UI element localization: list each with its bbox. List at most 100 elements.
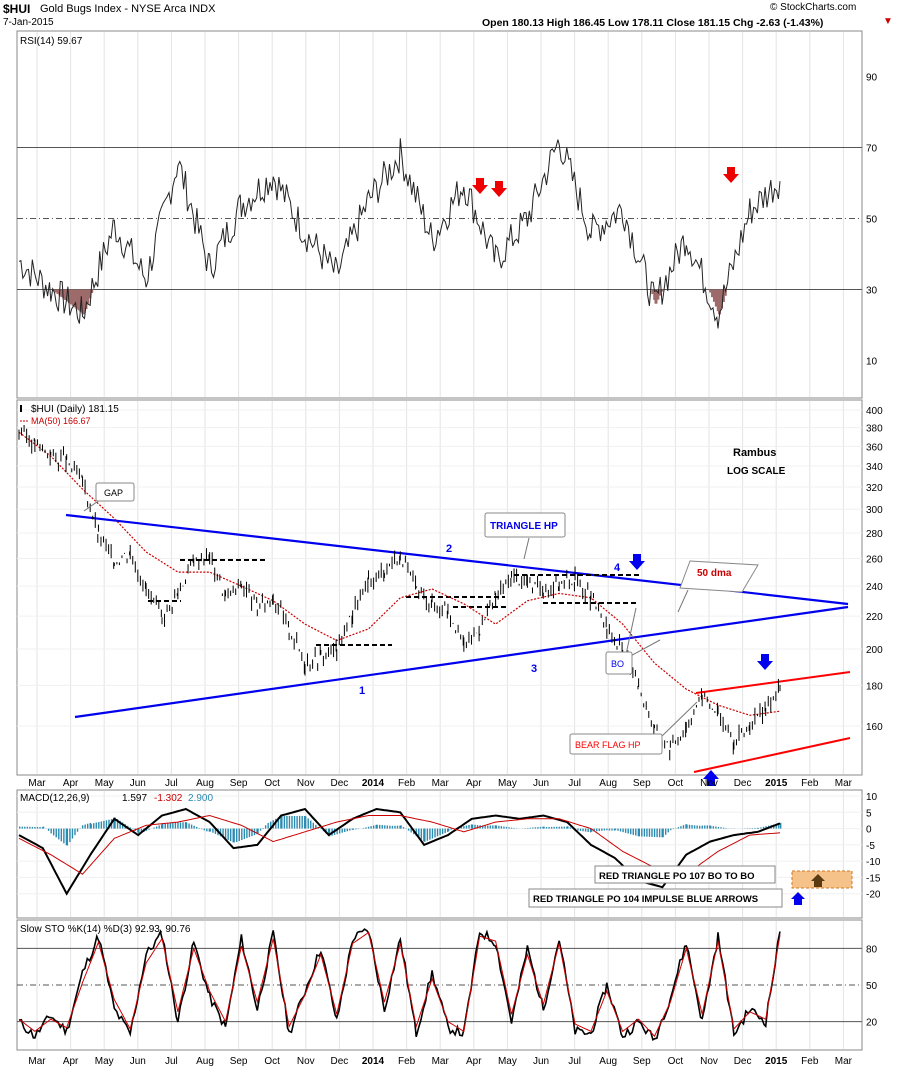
- macd-histogram-bar: [362, 828, 365, 829]
- x-axis-label: Oct: [668, 778, 684, 789]
- macd-histogram-bar: [238, 828, 240, 842]
- macd-histogram-bar: [355, 828, 357, 830]
- x-axis-label: Dec: [734, 1056, 752, 1067]
- macd-histogram-bar: [241, 828, 243, 841]
- macd-histogram-bar: [63, 828, 65, 844]
- po104-box: [528, 888, 783, 908]
- price-tick-label: 220: [866, 612, 883, 623]
- macd-histogram-bar: [722, 827, 725, 829]
- macd-histogram-bar: [484, 825, 486, 829]
- x-axis-label: Aug: [196, 778, 214, 789]
- macd-histogram-bar: [74, 828, 76, 836]
- macd-histogram-bar: [312, 822, 314, 829]
- bear-flag-lower-line: [693, 737, 851, 773]
- po104-label: RED TRIANGLE PO 104 IMPULSE BLUE ARROWS: [533, 894, 758, 905]
- macd-histogram-bar: [344, 828, 346, 833]
- x-axis-label: Feb: [801, 778, 819, 789]
- macd-histogram-bar: [637, 828, 640, 837]
- red-arrow-icon: [723, 167, 739, 183]
- macd-histogram-bar: [34, 826, 36, 829]
- x-axis-label: Mar: [432, 1056, 450, 1067]
- x-axis-label: Dec: [331, 778, 349, 789]
- rsi-oversold-fill: [660, 289, 664, 292]
- macd-histogram-bar: [381, 825, 383, 829]
- macd-histogram-bar: [214, 828, 217, 834]
- macd-histogram-bar: [543, 826, 545, 829]
- sto-tick-label: 20: [866, 1018, 878, 1029]
- price-tick-label: 360: [866, 442, 883, 453]
- macd-histogram-bar: [720, 827, 722, 829]
- macd-histogram-bar: [346, 828, 348, 832]
- macd-histogram-bar: [582, 828, 584, 832]
- triangle-lower-line: [74, 605, 849, 719]
- macd-histogram-bar: [431, 828, 434, 839]
- rsi-oversold-fill: [73, 289, 77, 308]
- macd-histogram-bar: [691, 825, 693, 829]
- macd-histogram-bar: [548, 826, 550, 829]
- rsi-oversold-fill: [75, 289, 79, 309]
- x-axis-label: May: [95, 1056, 114, 1067]
- macd-histogram-bar: [288, 815, 291, 829]
- macd-histogram-bar: [137, 828, 139, 833]
- macd-histogram-bar: [304, 816, 307, 829]
- chart-date: 7-Jan-2015: [3, 17, 54, 28]
- macd-histogram-bar: [320, 828, 322, 830]
- macd-histogram-bar: [161, 823, 164, 829]
- macd-histogram-bar: [641, 828, 643, 837]
- triangle-hp-label: TRIANGLE HP: [490, 521, 558, 532]
- red-arrow-icon: [472, 178, 488, 194]
- x-axis-label: Mar: [28, 778, 46, 789]
- macd-histogram-bar: [762, 826, 765, 829]
- macd-tick-label: -15: [866, 873, 881, 884]
- macd-histogram-bar: [418, 828, 420, 838]
- macd-histogram-bar: [55, 828, 57, 838]
- macd-histogram-bar: [372, 825, 375, 829]
- sto-title: Slow STO %K(14) %D(3) 92.93, 90.76: [20, 924, 191, 935]
- macd-histogram-bar: [584, 828, 587, 832]
- macd-histogram-bar: [296, 816, 298, 829]
- macd-histogram-bar: [447, 828, 450, 832]
- macd-histogram-bar: [558, 826, 560, 829]
- rsi-oversold-fill: [60, 289, 64, 297]
- macd-histogram-bar: [648, 828, 651, 837]
- macd-histogram-bar: [179, 822, 182, 829]
- macd-histogram-bar: [69, 828, 71, 843]
- price-tick-label: 400: [866, 406, 883, 417]
- macd-histogram-bar: [760, 827, 762, 829]
- macd-histogram-bar: [688, 824, 691, 829]
- macd-histogram-bar: [429, 828, 431, 840]
- macd-histogram-bar: [248, 828, 251, 838]
- macd-histogram-bar: [26, 826, 29, 829]
- macd-histogram-bar: [36, 826, 39, 829]
- rsi-oversold-fill: [69, 289, 73, 305]
- macd-histogram-bar: [410, 828, 412, 833]
- macd-histogram-bar: [402, 827, 405, 829]
- macd-histogram-bar: [198, 828, 200, 829]
- macd-histogram-bar: [148, 828, 150, 830]
- rsi-oversold-fill: [723, 289, 727, 296]
- rsi-oversold-fill: [66, 289, 70, 302]
- price-tick-label: 180: [866, 681, 883, 692]
- macd-histogram-bar: [153, 827, 155, 829]
- macd-histogram-bar: [500, 826, 503, 829]
- fifty-dma-label: 50 dma: [697, 568, 732, 579]
- x-axis-label: Oct: [264, 1056, 280, 1067]
- x-axis-label: Mar: [835, 1056, 853, 1067]
- bo-label: BO: [611, 659, 624, 669]
- macd-histogram-bar: [495, 825, 498, 829]
- rsi-oversold-fill: [88, 289, 92, 299]
- x-axis-label: May: [498, 778, 517, 789]
- macd-histogram-bar: [310, 820, 312, 829]
- macd-histogram-bar: [29, 826, 31, 829]
- x-axis-label: May: [95, 778, 114, 789]
- macd-histogram-bar: [90, 823, 92, 829]
- index-name: Gold Bugs Index - NYSE Arca INDX: [40, 3, 216, 15]
- macd-tick-label: 10: [866, 792, 878, 803]
- rsi-oversold-fill: [67, 289, 71, 303]
- macd-histogram-bar: [608, 828, 611, 831]
- blue-arrow-down-icon: [629, 554, 645, 570]
- macd-histogram-bar: [611, 828, 613, 831]
- macd-histogram-bar: [232, 828, 234, 843]
- macd-histogram-bar: [415, 828, 417, 836]
- macd-histogram-bar: [351, 828, 354, 830]
